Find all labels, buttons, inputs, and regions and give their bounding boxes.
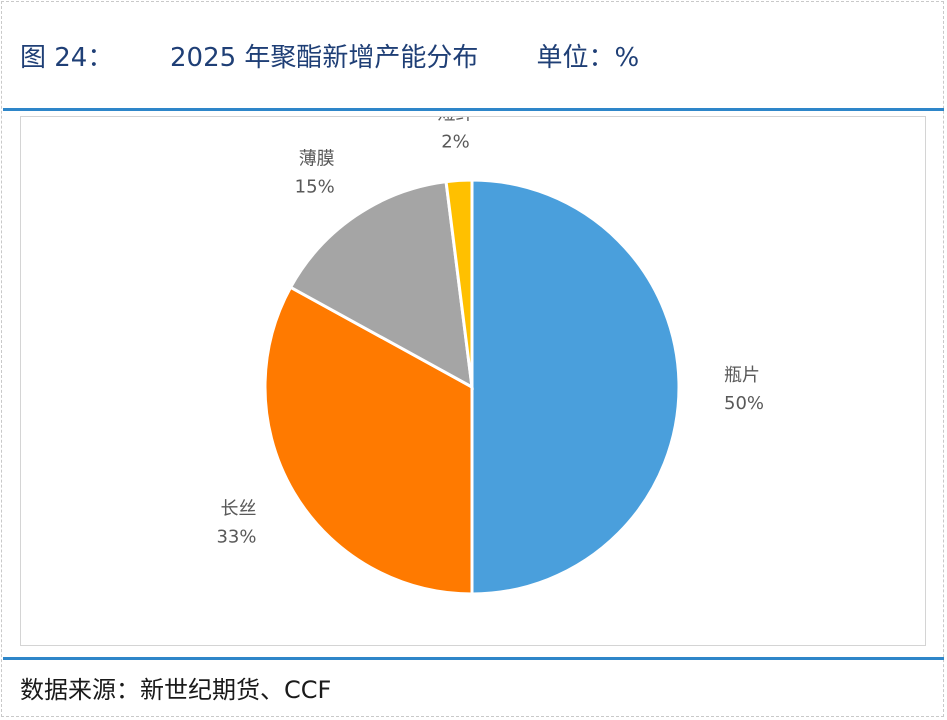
data-label-category-2: 长丝 <box>221 498 257 519</box>
data-label-value-4: 2% <box>441 132 470 153</box>
data-label-category-4: 短纤 <box>438 117 474 125</box>
figure-title-text: 2025 年聚酯新增产能分布 <box>170 43 479 73</box>
pie-slice-4 <box>444 178 474 388</box>
source-note: 数据来源：新世纪期货、CCF <box>20 676 332 704</box>
source-rule <box>3 657 944 660</box>
data-label-value-1: 50% <box>724 393 764 414</box>
data-label-value-2: 33% <box>216 526 256 547</box>
figure-unit: 单位：% <box>536 43 640 73</box>
data-label-category-3: 薄膜 <box>299 148 335 169</box>
chart-area: 瓶片 50% 长丝 33% 薄膜 15% 短纤 2% <box>20 104 926 646</box>
title-rule <box>3 108 944 111</box>
figure-number: 图 24： <box>20 43 114 73</box>
figure-title: 图 24： 2025 年聚酯新增产能分布 单位：% <box>20 38 639 78</box>
pie-slice-3 <box>288 179 474 390</box>
pie-slice-1 <box>470 178 681 596</box>
pie-slice-2 <box>263 285 474 596</box>
pie-chart: 瓶片 50% 长丝 33% 薄膜 15% 短纤 2% <box>216 104 764 596</box>
data-label-category-1: 瓶片 <box>724 365 760 386</box>
data-label-value-3: 15% <box>295 176 335 197</box>
